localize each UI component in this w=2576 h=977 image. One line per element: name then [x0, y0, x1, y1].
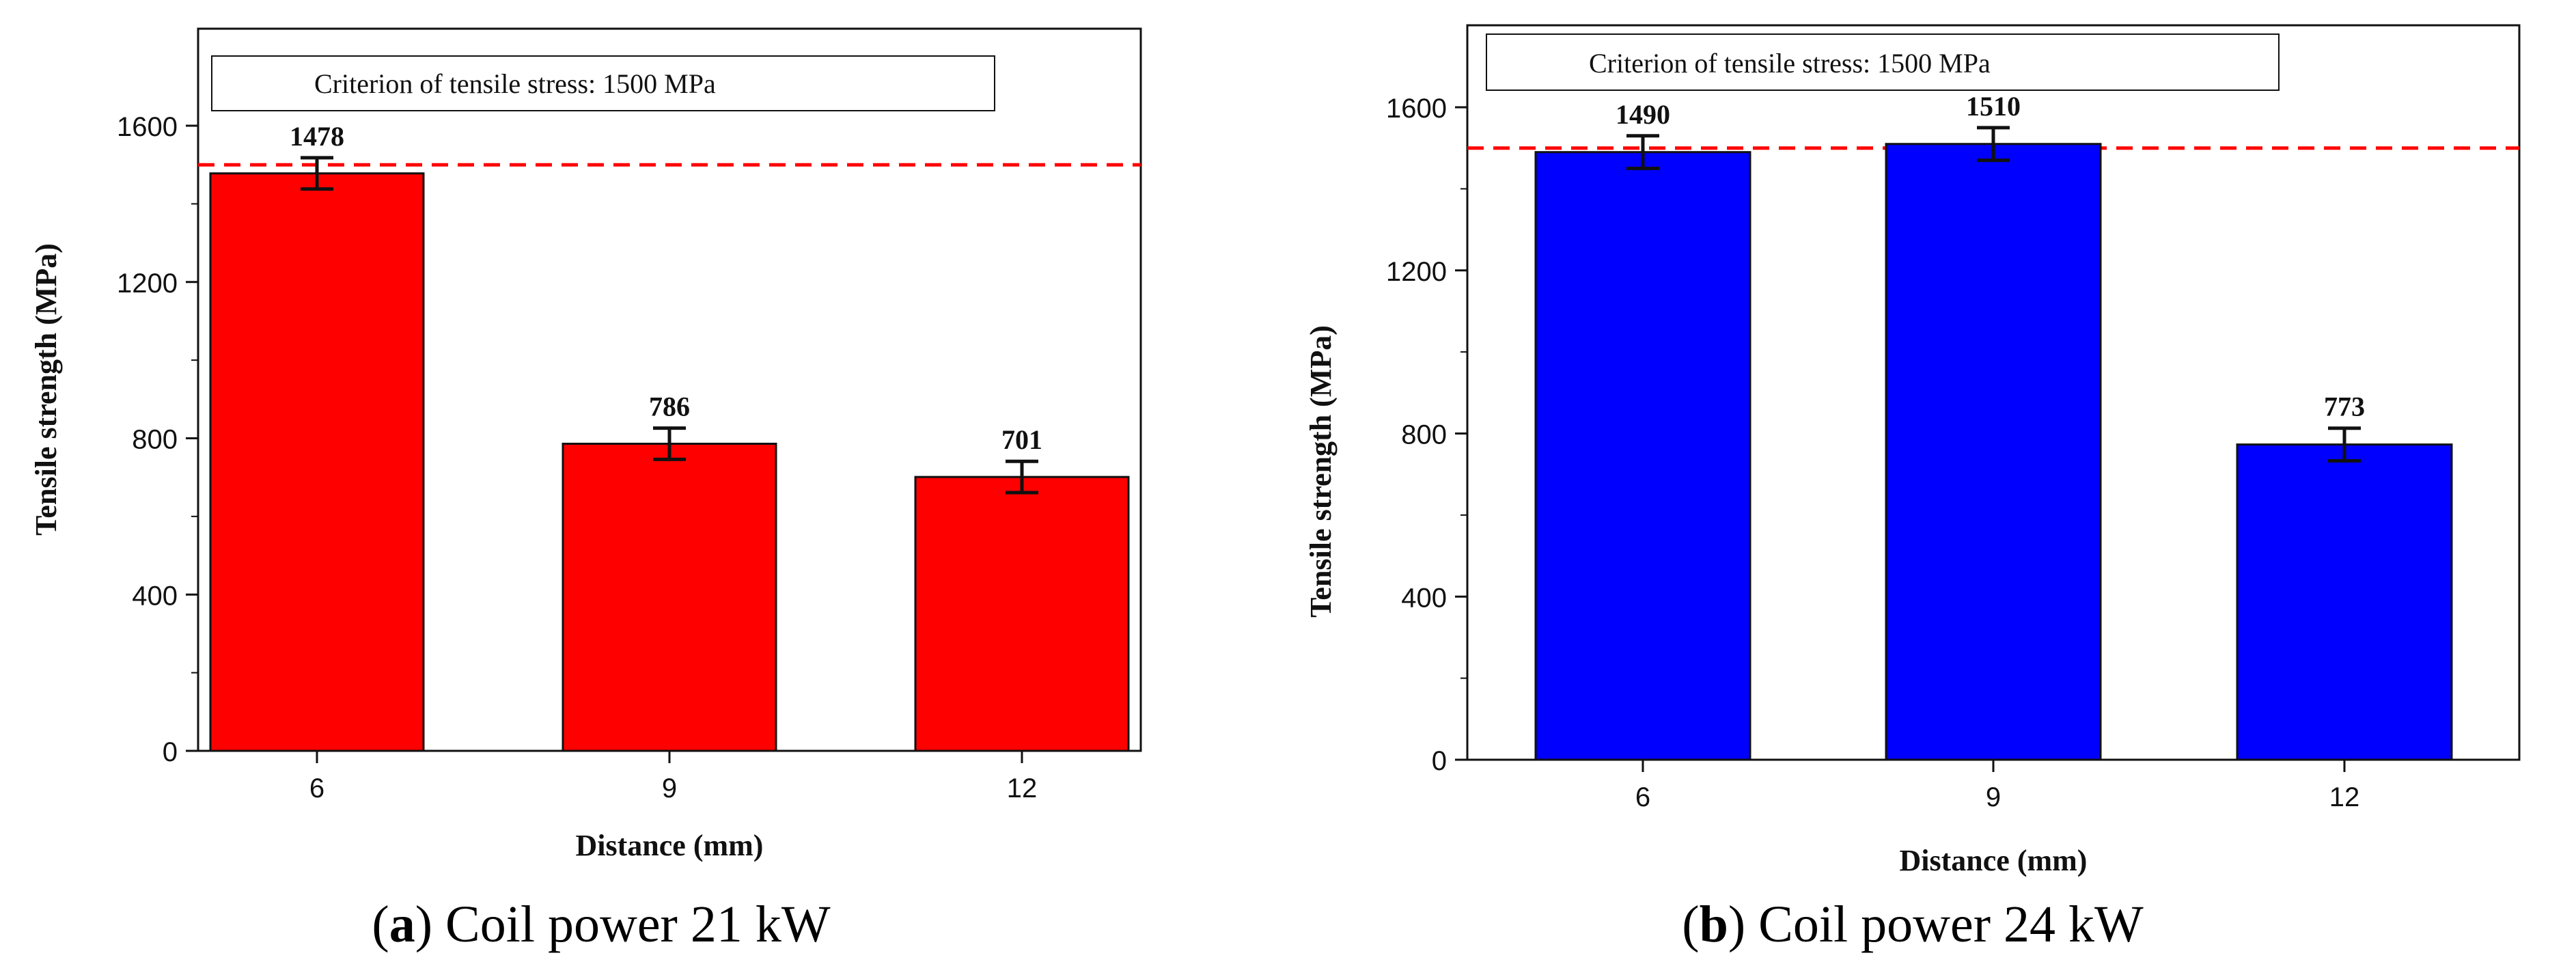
y-tick-label: 400: [1401, 583, 1447, 613]
y-tick-label: 800: [132, 425, 178, 455]
data-label: 786: [649, 391, 690, 422]
legend-text: Criterion of tensile stress: 1500 MPa: [314, 68, 716, 99]
x-tick-label: 12: [2329, 782, 2360, 812]
bar: [1534, 151, 1751, 761]
y-axis: 0 400 800 1200 1600: [1386, 94, 1467, 776]
data-label: 701: [1001, 424, 1042, 455]
data-label: 773: [2324, 391, 2365, 422]
y-axis: 0 400 800 1200 1600: [117, 112, 198, 767]
y-tick-label: 0: [163, 737, 178, 767]
bar: [209, 172, 425, 752]
y-tick-label: 1600: [1386, 94, 1447, 124]
data-label: 1478: [290, 121, 344, 152]
y-tick-label: 1200: [117, 269, 178, 299]
y-tick-label: 1600: [117, 112, 178, 142]
legend-text: Criterion of tensile stress: 1500 MPa: [1589, 48, 1991, 79]
x-tick-label: 6: [1635, 782, 1650, 812]
chart-panel-b: 0 400 800 1200 1600 6 9 12 1490 1510 773 Criteri…: [1304, 24, 2521, 953]
chart-panel-a: 0 400 800 1200 1600 6 9 12 1478 786 701 Criterio…: [29, 27, 1142, 953]
x-tick-label: 9: [1986, 782, 2001, 812]
x-tick-label: 12: [1007, 773, 1038, 803]
x-axis-label: Distance (mm): [576, 829, 764, 862]
legend-box: Criterion of tensile stress: 1500 MPa: [211, 55, 995, 111]
bar-series: 1478 786 701: [209, 121, 1130, 752]
y-tick-label: 0: [1432, 746, 1447, 776]
y-tick-label: 400: [132, 581, 178, 611]
x-tick-label: 9: [662, 773, 677, 803]
y-axis-label: Tensile strength (MPa): [29, 243, 63, 536]
y-tick-label: 800: [1401, 420, 1447, 450]
y-axis-label: Tensile strength (MPa): [1304, 325, 1338, 618]
x-axis: 6 9 12: [1635, 760, 2359, 812]
bar: [562, 443, 777, 752]
bar: [1885, 143, 2102, 761]
bar: [914, 476, 1130, 752]
caption-a: (a) Coil power 21 kW: [372, 896, 830, 953]
legend-box: Criterion of tensile stress: 1500 MPa: [1486, 33, 2280, 91]
caption-b: (b) Coil power 24 kW: [1682, 896, 2144, 953]
y-tick-label: 1200: [1386, 257, 1447, 287]
x-axis: 6 9 12: [309, 751, 1037, 803]
bar: [2236, 443, 2453, 761]
data-label: 1510: [1966, 91, 2021, 122]
bar-series: 1490 1510 773: [1534, 91, 2453, 761]
data-label: 1490: [1616, 99, 1670, 130]
x-axis-label: Distance (mm): [1900, 844, 2088, 877]
x-tick-label: 6: [309, 773, 324, 803]
